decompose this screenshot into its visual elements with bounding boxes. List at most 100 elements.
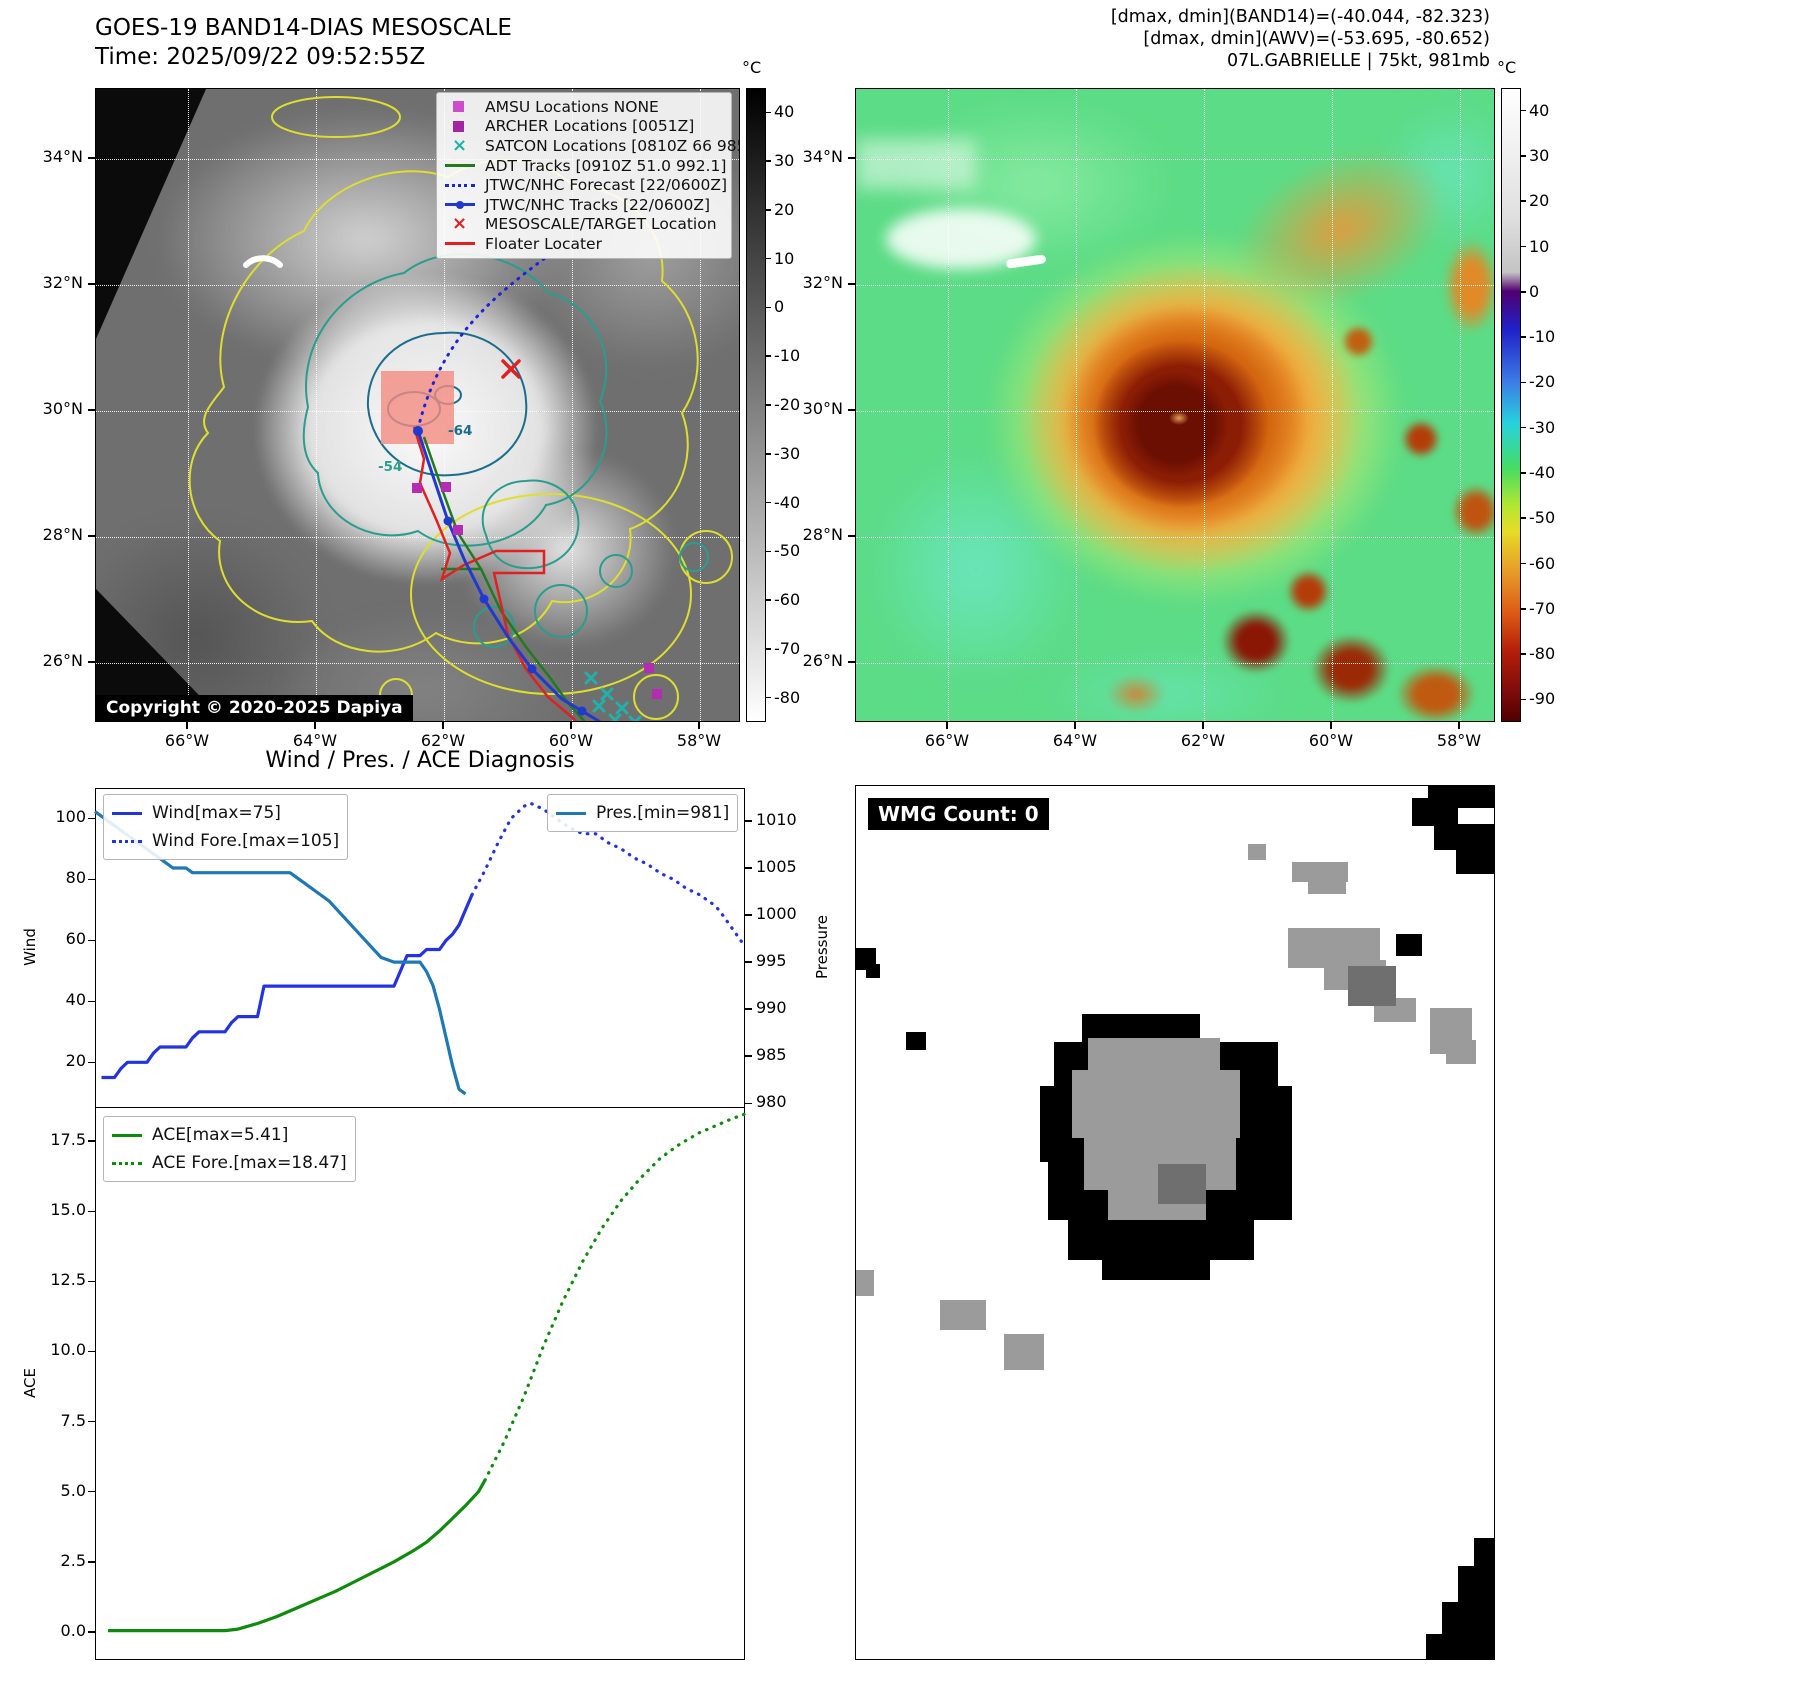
colorbar-tick-mark: [766, 111, 771, 114]
legend-item: Floater Locater: [445, 234, 723, 254]
archer-amsu-markers: [412, 482, 662, 699]
ace-tick-label: 0.0: [60, 1620, 86, 1640]
colorbar-tick-label: 30: [774, 151, 795, 171]
pressure-tick-mark: [745, 1102, 752, 1105]
colorbar-tick-mark: [1521, 653, 1526, 655]
lat-tick-mark: [88, 661, 95, 663]
colorbar-tick-mark: [766, 257, 771, 260]
convective-blob: [1311, 634, 1391, 704]
legend-label: ADT Tracks [0910Z 51.0 992.1]: [485, 156, 727, 175]
legend-item: Wind Fore.[max=105]: [112, 827, 339, 855]
lat-tick-label: 26°N: [802, 651, 843, 670]
colorbar-tick-mark: [766, 696, 771, 699]
legend-item: JTWC/NHC Forecast [22/0600Z]: [445, 175, 727, 195]
colorbar-tick-mark: [1521, 109, 1526, 112]
colorbar-tick-label: -60: [774, 590, 801, 610]
pressure-tick-label: 985: [756, 1045, 787, 1065]
lat-tick-mark: [88, 283, 95, 285]
ace-tick-label: 15.0: [50, 1200, 86, 1220]
line-dot-marker-icon: [445, 198, 481, 212]
colorbar-tick-label: -50: [1529, 508, 1556, 528]
colorbar-tick-mark: [1521, 698, 1526, 701]
wind-tick-label: 20: [65, 1051, 86, 1071]
legend-item: ACE Fore.[max=18.47]: [112, 1149, 347, 1177]
colorbar-tick-label: 20: [774, 199, 795, 219]
legend-item: × SATCON Locations [0810Z 66 985]: [445, 136, 739, 156]
lon-tick-mark: [1074, 722, 1076, 729]
lon-tick-mark: [946, 722, 948, 729]
colorbar-tick-mark: [1521, 245, 1526, 248]
dotted-marker-icon: [112, 834, 148, 848]
legend-label: ACE Fore.[max=18.47]: [152, 1153, 347, 1173]
legend-label: Floater Locater: [485, 234, 602, 253]
pressure-legend: Pres.[min=981]: [547, 794, 739, 832]
lat-tick-mark: [88, 535, 95, 537]
lon-tick-label: 62°W: [420, 731, 466, 750]
band14-map: -64 -54 AMSU Locations NONE ARCHER Locati…: [95, 88, 740, 722]
lon-tick-label: 60°W: [548, 731, 594, 750]
lon-tick-mark: [442, 722, 444, 729]
band14-colorbar: [746, 88, 766, 722]
band14-time: Time: 2025/09/22 09:52:55Z: [95, 44, 426, 70]
colorbar-tick-label: -40: [1529, 462, 1556, 482]
colorbar-tick-label: 40: [1529, 100, 1550, 120]
colorbar-tick-mark: [1521, 291, 1526, 293]
ace-tick-mark: [88, 1280, 95, 1283]
colorbar-tick-label: -30: [1529, 417, 1556, 437]
lat-tick-label: 32°N: [802, 273, 843, 292]
colorbar-tick-mark: [766, 453, 771, 455]
ace-legend: ACE[max=5.41] ACE Fore.[max=18.47]: [103, 1116, 356, 1182]
grid-line: [96, 159, 739, 160]
lon-tick-label: 58°W: [676, 731, 722, 750]
colorbar-tick-mark: [1521, 517, 1526, 519]
contour-value-label: -54: [378, 459, 403, 475]
satcon-x-markers: [584, 671, 642, 721]
target-x-marker: [501, 359, 521, 379]
pressure-tick-mark: [745, 820, 752, 822]
lon-tick-label: 62°W: [1180, 731, 1226, 750]
lon-tick-mark: [1458, 722, 1460, 729]
lon-tick-mark: [1330, 722, 1332, 729]
colorbar-tick-mark: [1521, 336, 1526, 338]
colorbar-tick-mark: [1521, 155, 1526, 157]
wmg-darkgray-blobs: [1158, 966, 1396, 1204]
convective-blob: [1286, 569, 1331, 614]
colorbar-tick-label: -70: [774, 638, 801, 658]
legend-item: ARCHER Locations [0051Z]: [445, 117, 723, 137]
colorbar-tick-label: -20: [774, 395, 801, 414]
legend-item: JTWC/NHC Tracks [22/0600Z]: [445, 195, 723, 215]
pressure-tick-label: 990: [756, 998, 787, 1018]
lat-tick-label: 32°N: [42, 273, 83, 292]
grid-line: [948, 89, 949, 721]
grid-line: [1076, 89, 1077, 721]
ace-tick-mark: [88, 1420, 95, 1423]
lon-tick-label: 66°W: [164, 731, 210, 750]
ace-chart-frame: [95, 1107, 745, 1660]
awv-colorbar: [1501, 88, 1521, 722]
lat-tick-mark: [848, 409, 855, 411]
colorbar-tick-mark: [766, 355, 771, 357]
lon-tick-label: 66°W: [924, 731, 970, 750]
legend-label: JTWC/NHC Tracks [22/0600Z]: [485, 195, 711, 214]
convective-blob: [1396, 664, 1476, 721]
lon-tick-label: 64°W: [292, 731, 338, 750]
colorbar-tick-label: 0: [774, 297, 785, 317]
line-marker-icon: [556, 806, 592, 820]
legend-item: Wind[max=75]: [112, 799, 339, 827]
wind-tick-label: 40: [65, 990, 86, 1010]
convective-blob: [1401, 419, 1441, 459]
colorbar-tick-mark: [766, 306, 771, 309]
legend-item: Pres.[min=981]: [556, 799, 729, 827]
colorbar-tick-mark: [766, 599, 771, 601]
wind-tick-mark: [88, 817, 95, 820]
lon-tick-mark: [570, 722, 572, 729]
lat-tick-mark: [88, 409, 95, 411]
legend-label: ACE[max=5.41]: [152, 1125, 289, 1145]
floater-track-line: [412, 426, 577, 721]
colorbar-tick-mark: [1521, 562, 1526, 565]
dotted-marker-icon: [112, 1156, 148, 1170]
legend-label: Wind[max=75]: [152, 803, 281, 823]
convective-blob: [1221, 609, 1291, 674]
colorbar-tick-mark: [766, 404, 771, 406]
